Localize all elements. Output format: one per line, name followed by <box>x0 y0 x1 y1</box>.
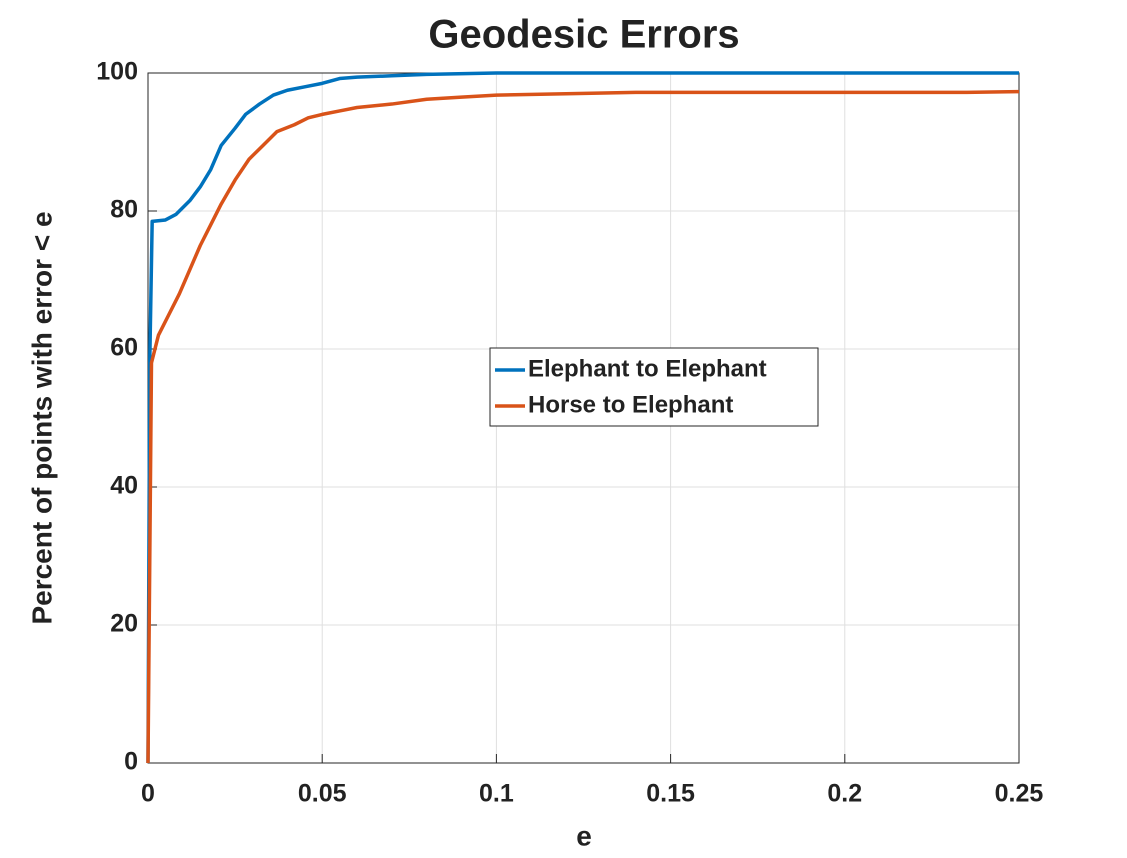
legend-box <box>489 347 819 427</box>
x-axis-label: e <box>576 820 592 851</box>
y-tick-label: 60 <box>110 334 138 362</box>
legend-label: Horse to Elephant <box>528 391 733 418</box>
series-line <box>146 71 1019 764</box>
y-tick-label: 100 <box>96 58 138 86</box>
x-tick-label: 0 <box>141 780 155 808</box>
y-tick-label: 20 <box>110 610 138 638</box>
x-tick-label: 0.25 <box>995 780 1044 808</box>
legend-label: Elephant to Elephant <box>528 355 767 382</box>
y-tick-label: 80 <box>110 196 138 224</box>
x-tick-label: 0.2 <box>827 780 862 808</box>
chart-title: Geodesic Errors <box>428 13 739 57</box>
x-tick-label: 0.15 <box>646 780 695 808</box>
y-tick-label: 40 <box>110 472 138 500</box>
y-tick-label: 0 <box>124 748 138 776</box>
x-tick-label: 0.05 <box>298 780 347 808</box>
y-axis-label: Percent of points with error < e <box>26 211 57 624</box>
series-line <box>146 89 1020 764</box>
x-tick-label: 0.1 <box>479 780 514 808</box>
